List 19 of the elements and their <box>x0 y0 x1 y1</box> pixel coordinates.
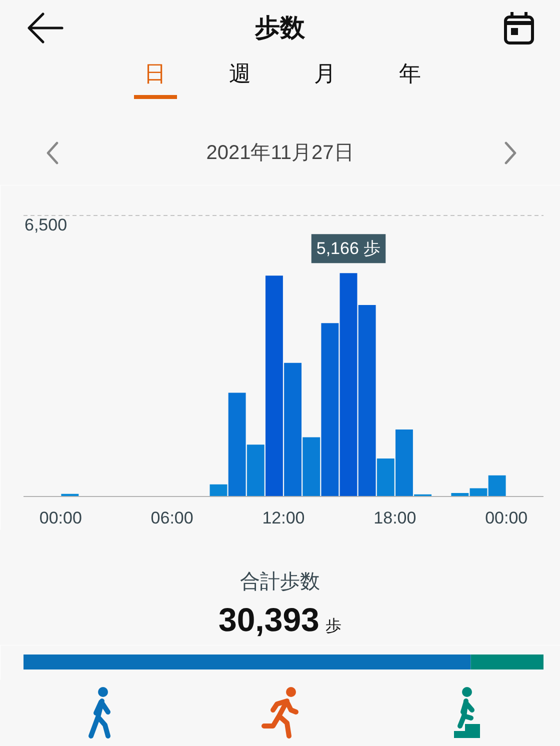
data-label: 5,166 歩 <box>316 239 381 258</box>
bar <box>265 276 283 496</box>
x-tick-label: 00:00 <box>485 508 528 528</box>
bar <box>302 437 320 496</box>
text: 年 <box>398 60 422 88</box>
x-tick-label: 06:00 <box>150 508 194 528</box>
bar <box>210 484 228 496</box>
text: 月 <box>313 60 337 88</box>
text: 日 <box>143 60 167 88</box>
text: 歩数 <box>254 13 306 44</box>
chart-title: 2021年11月27日 <box>205 141 355 166</box>
bar <box>284 362 302 496</box>
chart-title: 合計歩数 <box>239 570 321 595</box>
x-tick-label: 18:00 <box>374 508 416 528</box>
text: 週 <box>228 60 252 88</box>
x-tick-label: 00:00 <box>39 508 82 528</box>
x-tick-label: 12:00 <box>262 508 305 528</box>
chart-subtitle: 30,393 歩 <box>218 601 342 638</box>
ref-line-label: 6,500 <box>24 215 68 234</box>
